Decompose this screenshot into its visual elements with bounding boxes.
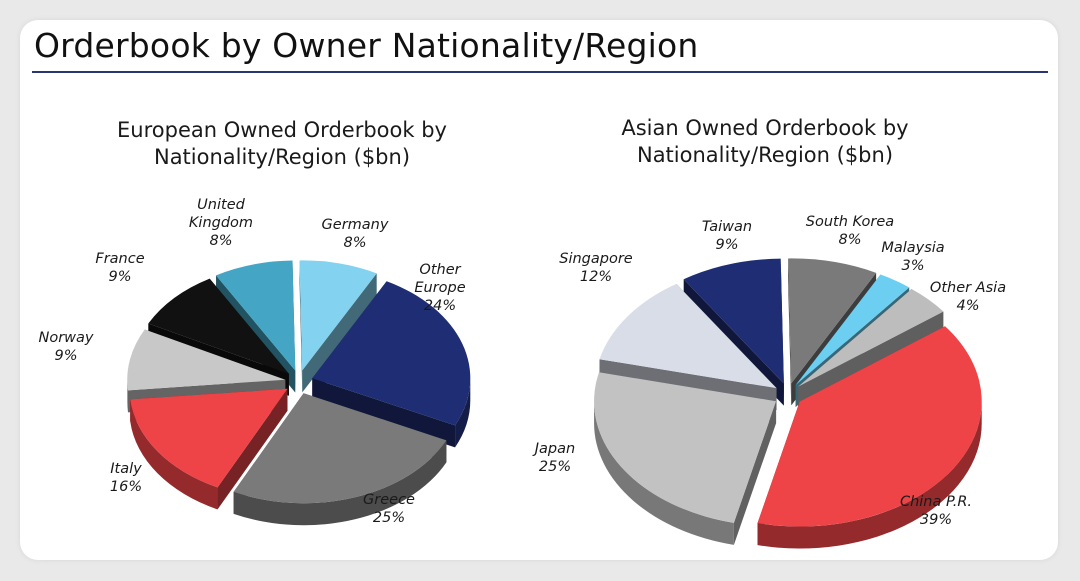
slice-percent: 3%: [901, 258, 924, 274]
slice-percent: 9%: [108, 269, 131, 285]
slice-name: Norway: [38, 330, 93, 346]
slice-percent: 16%: [110, 479, 142, 495]
pie-slice: [130, 388, 288, 510]
page-title: Orderbook by Owner Nationality/Region: [34, 26, 699, 65]
slice-top: [788, 258, 877, 384]
slice-label: Taiwan 9%: [702, 219, 752, 253]
slice-rim: [233, 440, 447, 526]
slice-percent: 25%: [373, 510, 405, 526]
pie-slice: [312, 281, 471, 448]
slice-name: South Korea: [806, 214, 894, 230]
chart-title-line-1: European Owned Orderbook by: [117, 118, 447, 142]
slice-percent: 25%: [539, 459, 571, 475]
slice-name: Singapore: [559, 251, 633, 267]
slice-top: [312, 281, 471, 426]
slice-rim: [127, 379, 128, 413]
slice-rim: [130, 399, 218, 510]
slice-top: [683, 258, 784, 384]
slice-top: [148, 278, 289, 374]
slice-side-wall: [733, 401, 777, 545]
slice-side-wall: [312, 378, 456, 448]
slice-label: Singapore 12%: [559, 251, 633, 285]
slice-side-wall: [302, 273, 377, 393]
slice-top: [299, 260, 377, 371]
pie-slice: [233, 393, 447, 526]
title-divider: [32, 71, 1048, 73]
slice-label: Germany 8%: [322, 217, 389, 251]
slice-name: Taiwan: [702, 219, 752, 235]
slice-top: [594, 372, 777, 523]
slice-rim: [757, 401, 982, 549]
pie-slice: [594, 372, 777, 545]
slice-label: Greece 25%: [363, 492, 415, 526]
slice-side-wall: [788, 258, 792, 406]
slice-rim: [455, 378, 471, 448]
slice-name: Greece: [363, 492, 415, 508]
slice-name: United: [197, 197, 245, 213]
chart-title-line-1: Asian Owned Orderbook by: [621, 116, 908, 140]
slice-percent: 8%: [343, 235, 366, 251]
slice-top: [233, 393, 447, 504]
slice-label: United Kingdom 8%: [189, 197, 253, 249]
slice-top: [216, 260, 296, 371]
slice-top: [599, 283, 777, 389]
slice-name: Malaysia: [881, 240, 944, 256]
slice-name: Italy: [110, 461, 142, 477]
slice-label: South Korea 8%: [806, 214, 894, 248]
slice-name: Germany: [322, 217, 389, 233]
slice-percent: 24%: [424, 298, 456, 314]
slice-name: Japan: [532, 441, 575, 457]
slice-top: [795, 274, 910, 386]
slice-name: Other: [419, 262, 461, 278]
slice-label: Japan 25%: [532, 441, 575, 475]
european-pie-chart: European Owned Orderbook by Nationality/…: [38, 118, 471, 526]
slice-percent: 9%: [54, 348, 77, 364]
slice-side-wall: [217, 388, 288, 510]
slice-label: Malaysia 3%: [881, 240, 944, 274]
chart-title-line-2: Nationality/Region ($bn): [154, 145, 410, 169]
slice-label: France 9%: [95, 251, 144, 285]
slice-rim: [594, 401, 734, 545]
slice-name: Other Asia: [930, 280, 1006, 296]
asian-pie-chart: Asian Owned Orderbook by Nationality/Reg…: [532, 116, 1006, 549]
slice-percent: 8%: [838, 232, 861, 248]
slice-top: [130, 388, 288, 488]
slice-percent: 8%: [209, 233, 232, 249]
slice-label: Italy 16%: [110, 461, 142, 495]
slice-side-wall: [299, 260, 303, 393]
slice-percent: 12%: [580, 269, 612, 285]
pie-charts: European Owned Orderbook by Nationality/…: [38, 116, 1006, 549]
slice-name: France: [95, 251, 144, 267]
pie-slice: [757, 326, 982, 549]
slice-label: Norway 9%: [38, 330, 93, 364]
slice-name: Kingdom: [189, 215, 253, 231]
slice-name: Europe: [414, 280, 465, 296]
chart-title-line-2: Nationality/Region ($bn): [637, 143, 893, 167]
slice-top: [757, 326, 982, 527]
slice-label: Other Europe 24%: [414, 262, 465, 314]
slice-label: China P.R. 39%: [900, 494, 972, 528]
slice-top: [798, 289, 944, 387]
pie-slice: [299, 260, 377, 393]
slice-label: Other Asia 4%: [930, 280, 1006, 314]
slice-top: [127, 329, 286, 391]
slice-percent: 4%: [956, 298, 979, 314]
slide: Orderbook by Owner Nationality/Region Eu…: [20, 20, 1058, 560]
slice-percent: 9%: [715, 237, 738, 253]
slice-name: China P.R.: [900, 494, 972, 510]
slice-percent: 39%: [920, 512, 952, 528]
